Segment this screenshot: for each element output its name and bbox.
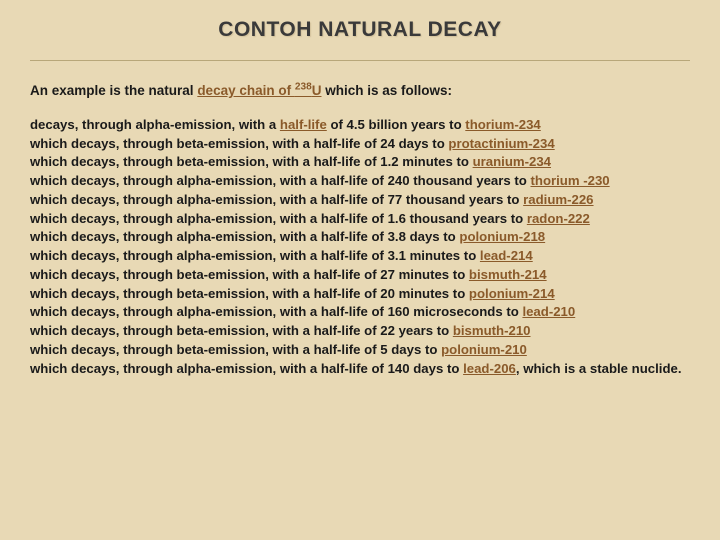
isotope-link: lead-210 xyxy=(522,304,575,319)
isotope-link: polonium-214 xyxy=(469,286,555,301)
isotope-link: thorium-234 xyxy=(465,117,540,132)
isotope-link: bismuth-214 xyxy=(469,267,547,282)
intro-prefix: An example is the natural xyxy=(30,83,197,98)
chain-line: which decays, through alpha-emission, wi… xyxy=(30,192,594,207)
chain-line: which decays, through beta-emission, wit… xyxy=(30,323,531,338)
divider xyxy=(30,60,690,61)
chain-line: which decays, through beta-emission, wit… xyxy=(30,267,547,282)
chain-line: which decays, through alpha-emission, wi… xyxy=(30,229,545,244)
chain-line: which decays, through alpha-emission, wi… xyxy=(30,304,575,319)
slide: CONTOH NATURAL DECAY An example is the n… xyxy=(0,0,720,540)
isotope-link: radium-226 xyxy=(523,192,593,207)
isotope-link: bismuth-210 xyxy=(453,323,531,338)
chain-line: which decays, through alpha-emission, wi… xyxy=(30,248,533,263)
isotope-link: protactinium-234 xyxy=(448,136,554,151)
isotope-link: thorium -230 xyxy=(531,173,610,188)
page-title: CONTOH NATURAL DECAY xyxy=(30,18,690,42)
isotope-link: lead-206 xyxy=(463,361,516,376)
isotope-link: polonium-218 xyxy=(459,229,545,244)
chain-line: which decays, through beta-emission, wit… xyxy=(30,342,527,357)
chain-line: which decays, through beta-emission, wit… xyxy=(30,286,555,301)
isotope-link: lead-214 xyxy=(480,248,533,263)
chain-line: which decays, through alpha-emission, wi… xyxy=(30,173,610,188)
intro-link: decay chain of 238U xyxy=(197,83,321,98)
chain-line: which decays, through alpha-emission, wi… xyxy=(30,211,590,226)
isotope-link: polonium-210 xyxy=(441,342,527,357)
intro-suffix: which is as follows: xyxy=(321,83,452,98)
intro-text: An example is the natural decay chain of… xyxy=(30,83,690,98)
decay-chain: decays, through alpha-emission, with a h… xyxy=(30,116,690,378)
chain-line: which decays, through beta-emission, wit… xyxy=(30,136,555,151)
isotope-link: radon-222 xyxy=(527,211,590,226)
chain-line: which decays, through beta-emission, wit… xyxy=(30,154,551,169)
chain-line: decays, through alpha-emission, with a h… xyxy=(30,117,541,132)
half-life-link: half-life xyxy=(280,117,327,132)
isotope-link: uranium-234 xyxy=(473,154,551,169)
chain-line: which decays, through alpha-emission, wi… xyxy=(30,361,682,376)
